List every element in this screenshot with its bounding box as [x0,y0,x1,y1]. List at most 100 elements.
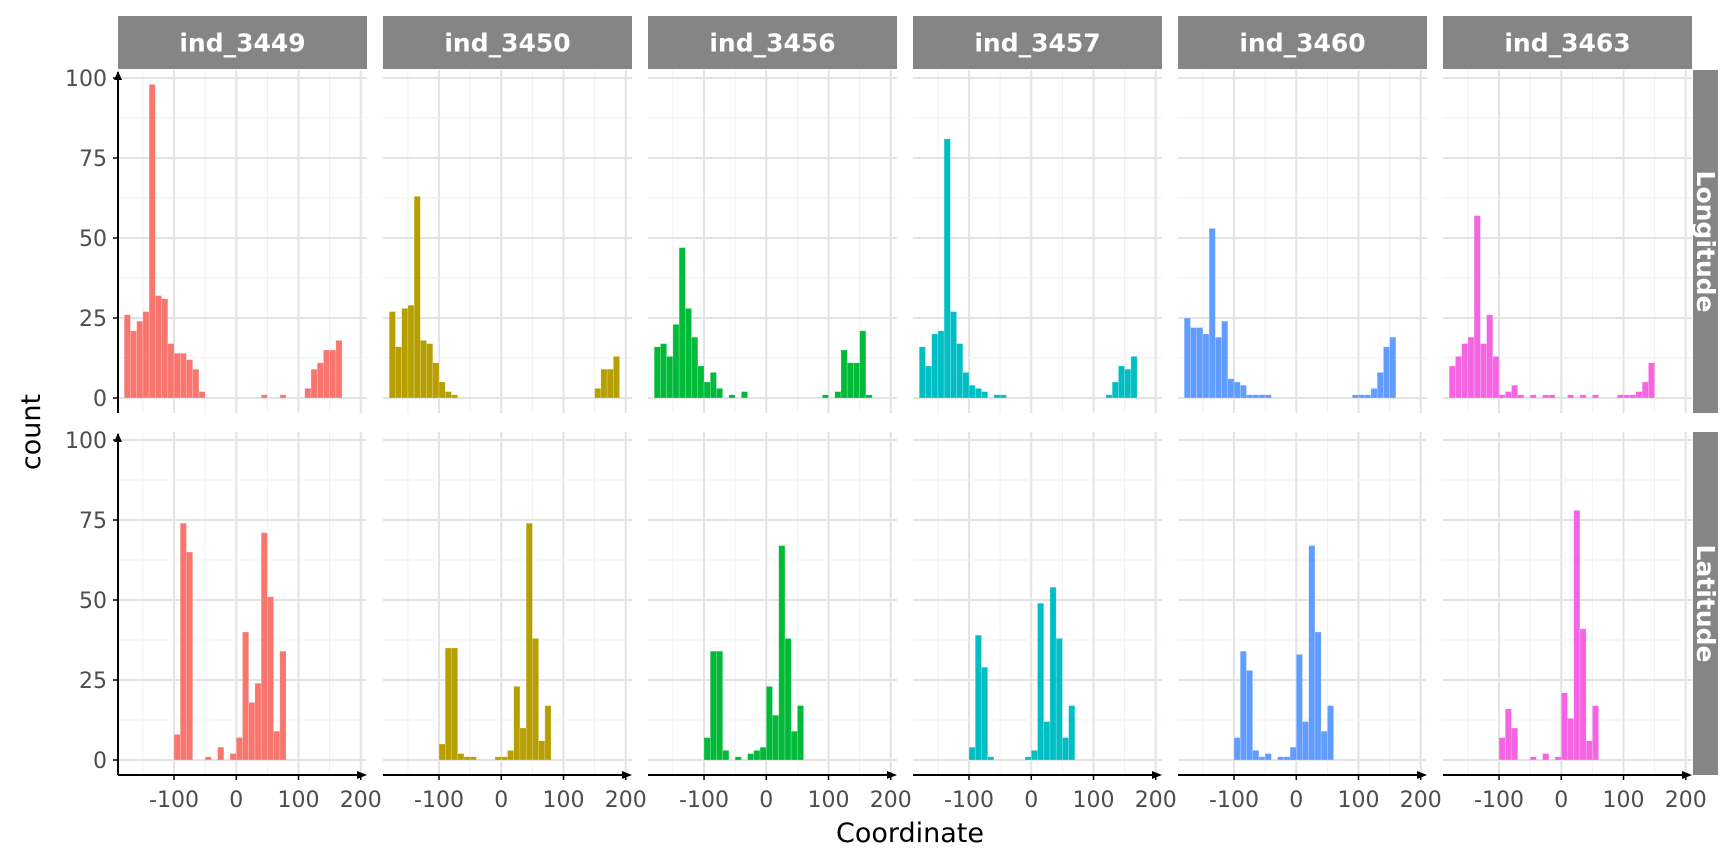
y-tick-label: 50 [79,589,107,614]
histogram-bar [943,138,951,399]
histogram-bar [444,391,452,399]
histogram-bar [1554,756,1562,761]
histogram-bar [772,714,780,761]
histogram-bar [1498,394,1506,399]
facet-strip-label: ind_3450 [444,29,570,58]
histogram-bar [747,753,755,761]
histogram-bar [198,391,206,399]
histogram-bar [1573,510,1581,761]
histogram-bar [1504,391,1512,399]
x-tick-label: 100 [1338,788,1380,813]
histogram-bar [1246,394,1253,399]
x-tick-label: 0 [494,788,508,813]
x-tick-label: -100 [149,788,199,813]
histogram-bar [186,359,194,399]
histogram-bar [444,647,452,761]
histogram-bar [1055,638,1063,761]
histogram-bar [1062,737,1069,761]
histogram-bar [426,343,434,399]
histogram-bar [420,340,427,399]
histogram-bar [660,343,667,399]
histogram-bar [1289,746,1297,761]
x-tick-label: 200 [605,788,647,813]
histogram-bar [335,340,343,399]
histogram-bar [1455,356,1462,399]
histogram-bar [463,756,471,761]
histogram-bar [1529,756,1537,761]
histogram-bar [1246,670,1253,761]
histogram-bar [734,756,742,761]
histogram-bar [722,750,730,761]
y-tick-label: 100 [65,67,107,92]
histogram-bar [716,650,723,761]
x-axis-arrowhead [1152,771,1162,779]
histogram-bar [1302,721,1310,761]
x-tick-label: 0 [1289,788,1303,813]
histogram-bar [267,596,274,761]
histogram-bar [778,545,786,761]
histogram-bar [840,349,848,399]
histogram-bar [494,756,502,761]
x-axis-arrowhead [622,771,632,779]
facet-strip-row [1693,70,1718,413]
grid-layer [118,70,1692,775]
y-tick-label: 25 [79,307,107,332]
histogram-bar [1314,631,1322,761]
x-tick-label: -100 [679,788,729,813]
histogram-bar [1124,368,1132,399]
histogram-bar [304,388,312,399]
histogram-bar [1208,228,1216,399]
histogram-bar [1542,753,1550,761]
histogram-bar [1376,372,1384,399]
histogram-bar [1567,394,1575,399]
axes: 0 25 50 75 100 0 25 50 75 100 -100 0 100 200 -100 0 100 2… [65,67,1707,813]
histogram-bar [753,750,761,761]
histogram-bar [703,381,711,399]
histogram-bar [217,746,225,761]
histogram-bar [1264,394,1272,399]
histogram-bar [999,394,1007,399]
facet-strip-label: ind_3449 [179,29,305,58]
histogram-bar [519,727,527,761]
histogram-bar [974,388,982,399]
y-tick-label: 75 [79,509,107,534]
x-tick-label: 100 [278,788,320,813]
histogram-bar [173,734,181,761]
x-axis-arrowhead [1682,771,1692,779]
histogram-bar [1567,718,1575,761]
histogram-bar [1202,333,1210,399]
histogram-bar [728,394,736,399]
histogram-bar [148,84,156,399]
histogram-bar [525,522,533,761]
histogram-bar [229,753,237,761]
histogram-bar [697,365,705,399]
histogram-bar [469,756,477,761]
x-tick-label: -100 [1474,788,1524,813]
histogram-bar [981,391,988,399]
histogram-bar [1635,391,1643,399]
histogram-bar [1264,753,1272,761]
histogram-bar [594,388,602,399]
histogram-bar [1648,362,1655,399]
histogram-bar [179,352,187,399]
histogram-bar [1389,336,1397,399]
histogram-bar [235,737,243,761]
facet-strip-column [648,16,897,69]
histogram-bar [413,196,421,399]
histogram-bar [167,343,175,399]
facet-strips: ind_3449 ind_3450 ind_3456 ind_3457 ind_3460… [118,16,1720,775]
histogram-bar [1190,327,1197,399]
histogram-bar [853,362,860,399]
x-axis-arrowhead [887,771,897,779]
histogram-bar [186,551,194,761]
histogram-bar [666,356,674,399]
histogram-bar [1277,756,1285,761]
histogram-bar [142,311,150,399]
facet-strip-label: ind_3457 [974,29,1100,58]
histogram-bar [1043,721,1051,761]
histogram-bar [1542,394,1550,399]
histogram-bar [1548,394,1556,399]
histogram-bar [1111,381,1119,399]
histogram-bar [451,647,459,761]
histogram-bar [1227,378,1235,399]
